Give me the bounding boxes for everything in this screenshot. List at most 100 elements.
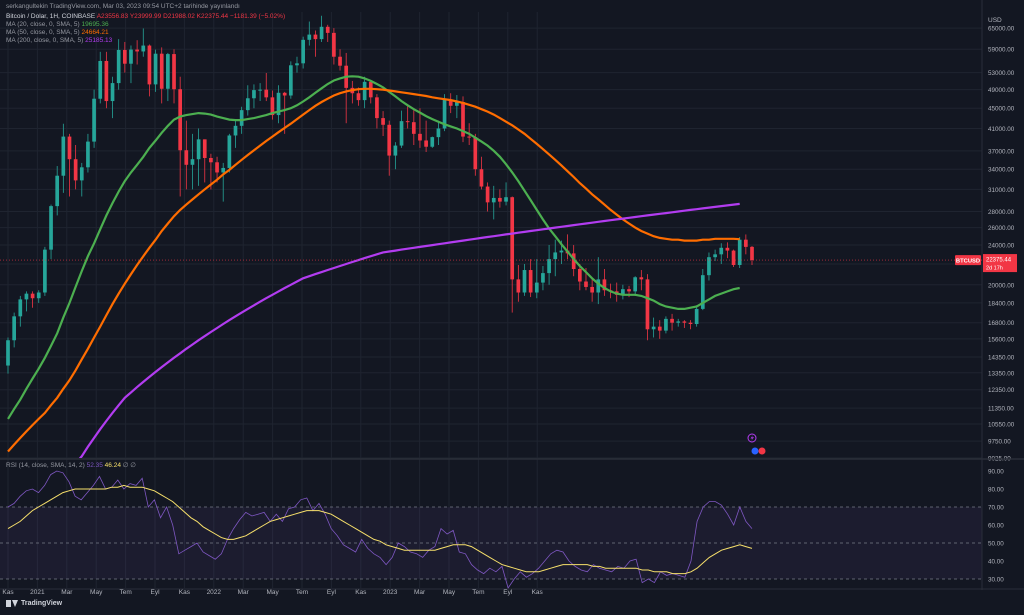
candle-body — [448, 99, 453, 106]
ma50-line — [7, 87, 740, 453]
candle-body — [411, 122, 416, 134]
ma20-line — [7, 75, 740, 420]
candle — [190, 133, 195, 190]
price-tick-label: 15600.00 — [988, 336, 1015, 343]
candle — [725, 242, 730, 259]
candle-body — [18, 299, 23, 317]
rsi-legend[interactable]: RSI (14, close, SMA, 14, 2) 52.35 46.24 … — [6, 462, 136, 470]
price-tick-label: 9750.00 — [988, 439, 1011, 446]
candle-body — [387, 124, 392, 156]
candle-body — [43, 249, 47, 293]
candle-body — [436, 128, 441, 138]
candle-body — [682, 321, 687, 323]
candle — [202, 139, 207, 183]
candle — [196, 128, 201, 186]
candle — [288, 61, 293, 99]
candle-body — [559, 250, 564, 253]
candle-body — [461, 101, 465, 137]
candle-body — [405, 121, 410, 123]
candle — [295, 56, 299, 73]
candle — [657, 320, 662, 339]
candle-body — [116, 49, 121, 84]
candle — [547, 245, 551, 285]
candle — [731, 249, 736, 267]
time-tick-label: 2021 — [30, 589, 45, 596]
candle-body — [479, 169, 484, 187]
rsi-tick-label: 50.00 — [988, 541, 1004, 548]
candle-body — [135, 49, 139, 52]
candle-body — [744, 239, 748, 247]
candle-body — [221, 167, 226, 173]
candle — [577, 264, 582, 291]
candle — [713, 249, 717, 262]
candle-body — [215, 162, 219, 173]
price-tick-label: 13350.00 — [988, 370, 1015, 377]
candle — [737, 237, 742, 268]
lightning-glyph — [750, 435, 754, 441]
candle-body — [731, 250, 736, 265]
price-tick-label: 49000.00 — [988, 87, 1015, 94]
candle — [491, 185, 496, 220]
candle-body — [694, 308, 699, 325]
time-tick-label: 2023 — [383, 589, 398, 596]
ma20-legend[interactable]: MA (20, close, 0, SMA, 5) 19695.36 — [6, 21, 109, 29]
tradingview-logo[interactable]: TradingView — [6, 600, 62, 607]
lightning-icon — [747, 433, 757, 443]
candle — [682, 320, 687, 328]
candle-body — [719, 247, 724, 255]
candle-body — [442, 99, 447, 129]
candle — [252, 84, 256, 109]
candle-body — [381, 118, 385, 125]
price-badges: BTCUSD 22375.44 2d 17h — [0, 254, 1017, 455]
price-tick-label: 16800.00 — [988, 320, 1015, 327]
candle-body — [504, 197, 508, 202]
rsi-ma-line — [7, 484, 753, 575]
candle-body — [122, 49, 127, 64]
candle-body — [288, 65, 293, 96]
candle — [61, 123, 66, 193]
candle — [43, 246, 47, 296]
price-tick-label: 24000.00 — [988, 243, 1015, 250]
time-tick-label: Eyl — [150, 589, 160, 596]
candle-body — [159, 53, 164, 89]
candle — [498, 189, 502, 208]
candle — [479, 156, 484, 190]
price-tick-label: 18400.00 — [988, 300, 1015, 307]
time-tick-label: Kas — [532, 589, 544, 596]
candle-body — [645, 279, 650, 330]
ma50-legend[interactable]: MA (50, close, 0, SMA, 5) 24664.21 — [6, 29, 109, 37]
candle-body — [621, 289, 625, 295]
candle — [79, 162, 84, 197]
ma20-value: 19695.36 — [81, 21, 109, 28]
price-tick-label: 65000.00 — [988, 26, 1015, 33]
candle — [67, 133, 72, 197]
candlestick-series[interactable] — [6, 15, 754, 374]
candle-body — [319, 26, 324, 40]
ohlc-values: A23556.83 Y23999.99 D21988.02 K22375.44 … — [96, 13, 286, 20]
candle-body — [657, 326, 662, 331]
candle-body — [104, 60, 109, 102]
candle — [670, 313, 674, 331]
candle — [553, 239, 558, 277]
ma20-label: MA (20, close, 0, SMA, 5) — [6, 21, 80, 28]
ma200-legend[interactable]: MA (200, close, 0, SMA, 5) 25185.13 — [6, 37, 112, 45]
candle-body — [553, 252, 558, 260]
candle — [116, 39, 121, 90]
candle-body — [577, 269, 582, 282]
candle — [411, 108, 416, 146]
price-tick-label: 34000.00 — [988, 167, 1015, 174]
candle-body — [92, 98, 96, 142]
time-tick-label: Mar — [414, 589, 426, 596]
candle — [621, 284, 625, 300]
candle — [694, 305, 699, 327]
candle-body — [184, 150, 189, 165]
candle-body — [264, 89, 269, 98]
candle-body — [172, 54, 176, 90]
tradingview-logo-icon — [6, 600, 18, 607]
symbol-header[interactable]: Bitcoin / Dolar, 1H, COINBASE A23556.83 … — [6, 13, 285, 21]
candle-body — [737, 239, 742, 265]
price-tick-label: 20000.00 — [988, 282, 1015, 289]
candle-body — [129, 49, 133, 64]
candle — [159, 47, 164, 104]
